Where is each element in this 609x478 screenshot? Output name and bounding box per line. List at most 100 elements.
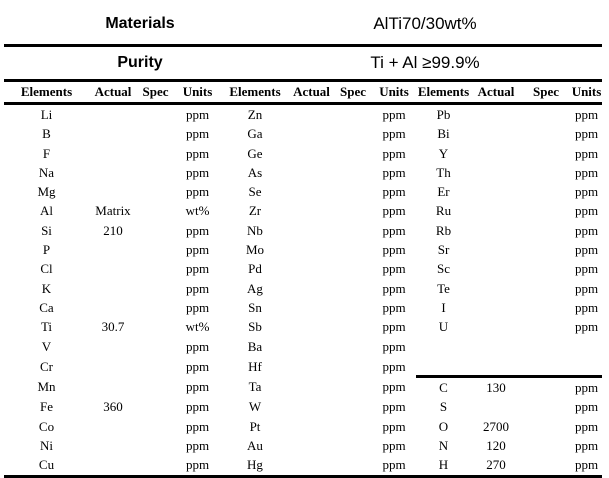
table-row: Cr ppm Hf ppm <box>4 355 602 379</box>
spec-value <box>137 279 174 298</box>
element-symbol: Si <box>41 222 52 238</box>
spec-value <box>334 436 372 455</box>
spec-value <box>334 163 372 182</box>
element-symbol: As <box>247 164 263 180</box>
purity-value: Ti + Al ≥99.9% <box>370 53 480 72</box>
spec-value <box>334 124 372 143</box>
element-symbol: B <box>42 126 51 142</box>
actual-value <box>471 221 521 240</box>
spec-value <box>137 298 174 317</box>
purity-row: Purity Ti + Al ≥99.9% <box>0 47 609 79</box>
element-symbol: Bi <box>437 126 450 142</box>
spec-value <box>521 298 571 317</box>
spec-value <box>334 104 372 125</box>
column-header-spec: Spec <box>334 82 372 105</box>
spec-value <box>334 279 372 298</box>
actual-value <box>289 104 334 125</box>
element-symbol: Cl <box>40 261 53 277</box>
units-value: ppm <box>574 319 599 335</box>
actual-value <box>289 124 334 143</box>
spec-value <box>334 317 372 336</box>
units-value: ppm <box>382 222 406 238</box>
units-value: ppm <box>185 107 210 122</box>
units-value <box>571 337 602 356</box>
units-value: ppm <box>574 164 599 180</box>
units-value: ppm <box>574 222 599 238</box>
units-value: ppm <box>574 418 599 434</box>
table-row: Si 210 ppm Nb ppm Rb ppm <box>4 221 602 240</box>
actual-value <box>289 240 334 259</box>
units-value: ppm <box>382 358 406 374</box>
spec-value <box>137 317 174 336</box>
units-value: ppm <box>185 399 210 415</box>
actual-value: 30.7 <box>101 319 125 335</box>
units-value: ppm <box>382 280 406 296</box>
units-value: wt% <box>185 203 210 219</box>
element-symbol: Ta <box>248 379 262 395</box>
spec-value <box>137 356 174 377</box>
actual-value: 130 <box>486 380 506 396</box>
element-symbol: Pt <box>249 418 261 434</box>
units-value: ppm <box>382 126 406 142</box>
actual-value <box>289 259 334 278</box>
actual-value <box>471 259 521 278</box>
purity-label: Purity <box>117 54 163 71</box>
element-symbol: Ca <box>39 299 54 315</box>
element-symbol: Co <box>38 418 55 434</box>
units-value: ppm <box>185 126 210 142</box>
actual-value <box>289 356 334 377</box>
column-header-spec: Spec <box>521 82 571 105</box>
actual-value <box>89 298 137 317</box>
actual-value <box>289 163 334 182</box>
units-value: ppm <box>574 399 599 415</box>
element-symbol: Li <box>40 107 53 122</box>
actual-value <box>89 144 137 163</box>
column-header-actual: Actual <box>471 82 521 105</box>
units-value: ppm <box>185 418 210 434</box>
units-value: ppm <box>382 299 406 315</box>
actual-value <box>471 298 521 317</box>
column-header-actual: Actual <box>289 82 334 105</box>
spec-value <box>334 337 372 356</box>
element-symbol: Ti <box>40 319 53 335</box>
element-symbol <box>416 337 471 356</box>
column-header-units: Units <box>174 82 221 105</box>
spec-value <box>137 144 174 163</box>
spec-value <box>521 455 571 474</box>
spec-value <box>334 144 372 163</box>
spec-value <box>521 144 571 163</box>
element-symbol: V <box>41 338 52 354</box>
actual-value <box>471 124 521 143</box>
table-row: Co ppm Pt ppm O 2700 ppm <box>4 417 602 436</box>
spec-value <box>137 259 174 278</box>
units-value: wt% <box>185 319 210 335</box>
spec-value <box>521 417 571 436</box>
spec-value <box>334 455 372 474</box>
units-value: ppm <box>382 107 406 122</box>
spec-value <box>521 436 571 455</box>
units-value: ppm <box>382 203 406 219</box>
element-symbol: Cr <box>40 358 53 374</box>
actual-value <box>471 279 521 298</box>
actual-value <box>471 317 521 336</box>
units-value: ppm <box>185 379 210 395</box>
column-header-units: Units <box>372 82 416 105</box>
actual-value <box>89 182 137 201</box>
element-symbol: Hg <box>247 457 263 473</box>
actual-value <box>289 436 334 455</box>
spec-value <box>137 397 174 416</box>
element-symbol: Ge <box>247 145 263 161</box>
element-symbol: Ga <box>247 126 263 142</box>
column-header-elements: Elements <box>221 82 289 105</box>
spec-value <box>137 455 174 474</box>
spec-value <box>521 259 571 278</box>
actual-value <box>471 397 521 416</box>
actual-value <box>289 377 334 398</box>
units-value: ppm <box>574 126 599 142</box>
element-symbol: C <box>439 380 448 396</box>
actual-value <box>289 337 334 356</box>
